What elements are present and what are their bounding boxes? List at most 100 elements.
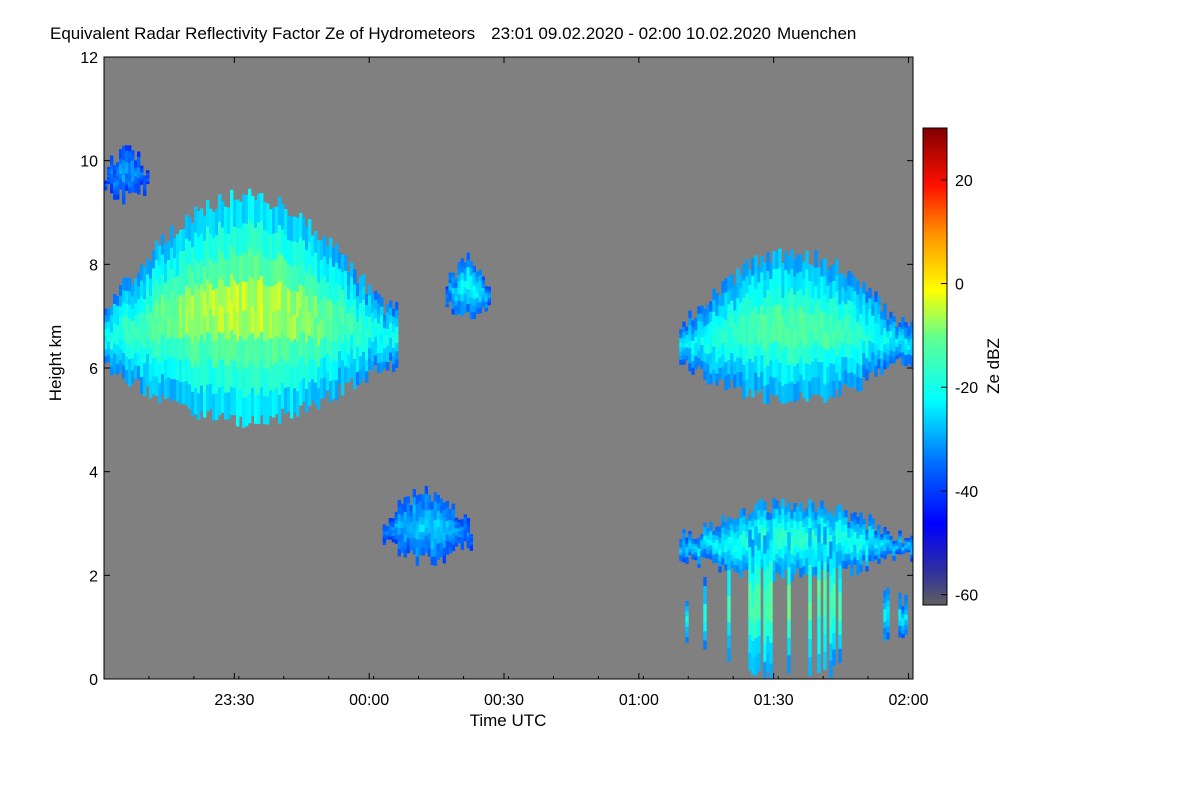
echo-cell bbox=[754, 526, 758, 546]
echo-cell bbox=[188, 216, 192, 242]
colorbar bbox=[922, 127, 948, 606]
echo-cell bbox=[311, 297, 315, 319]
echo-cell bbox=[697, 560, 701, 565]
echo-cell bbox=[257, 193, 261, 223]
echo-cell bbox=[350, 349, 354, 364]
echo-cell bbox=[484, 307, 488, 312]
echo-cell bbox=[170, 357, 174, 380]
echo-cell bbox=[146, 322, 150, 339]
echo-cell bbox=[697, 556, 701, 561]
echo-cell bbox=[763, 502, 767, 511]
echo-cell bbox=[865, 529, 869, 536]
echo-cell bbox=[155, 279, 159, 300]
echo-cell bbox=[206, 252, 210, 280]
echo-cell bbox=[176, 234, 180, 256]
echo-cell bbox=[134, 172, 138, 177]
echo-cell bbox=[448, 530, 453, 537]
echo-cell bbox=[454, 292, 458, 298]
echo-cell bbox=[245, 252, 249, 282]
echo-cell bbox=[727, 530, 731, 538]
echo-cell bbox=[388, 533, 393, 538]
echo-cell bbox=[793, 555, 797, 565]
echo-cell bbox=[389, 315, 393, 324]
echo-cell bbox=[868, 340, 872, 352]
echo-cell bbox=[164, 282, 168, 303]
echo-cell bbox=[424, 535, 429, 545]
echo-cell bbox=[239, 228, 243, 256]
echo-cell bbox=[826, 366, 830, 384]
echo-cell bbox=[424, 485, 429, 495]
echo-cell bbox=[436, 519, 441, 528]
echo-cell bbox=[883, 602, 887, 610]
echo-cell bbox=[799, 558, 803, 569]
echo-cell bbox=[188, 360, 192, 385]
echo-cell bbox=[200, 233, 204, 260]
echo-cell bbox=[835, 259, 839, 276]
echo-cell bbox=[445, 500, 450, 509]
echo-cell bbox=[487, 295, 491, 299]
echo-cell bbox=[766, 512, 770, 521]
echo-cell bbox=[475, 292, 479, 299]
echo-cell bbox=[706, 554, 710, 559]
echo-cell bbox=[389, 330, 393, 339]
echo-cell bbox=[146, 170, 150, 173]
echo-cell bbox=[119, 174, 123, 180]
echo-cell bbox=[149, 278, 153, 297]
echo-cell bbox=[439, 549, 444, 558]
echo-cell bbox=[218, 332, 222, 361]
echo-cell bbox=[356, 296, 360, 310]
echo-cell bbox=[799, 323, 803, 341]
echo-cell bbox=[796, 254, 800, 274]
echo-cell bbox=[760, 305, 764, 323]
echo-cell bbox=[757, 519, 761, 530]
echo-cell bbox=[125, 162, 129, 169]
echo-cell bbox=[838, 550, 842, 566]
echo-cell bbox=[125, 156, 129, 163]
echo-cell bbox=[823, 515, 827, 524]
echo-cell bbox=[742, 554, 746, 563]
echo-cell bbox=[403, 549, 408, 558]
echo-cell bbox=[847, 559, 851, 565]
echo-cell bbox=[775, 509, 779, 519]
echo-cell bbox=[463, 300, 467, 307]
echo-cell bbox=[886, 606, 890, 614]
echo-cell bbox=[251, 278, 255, 307]
echo-cell bbox=[110, 349, 114, 359]
echo-cell bbox=[466, 517, 471, 523]
echo-cell bbox=[736, 545, 740, 553]
echo-cell bbox=[703, 535, 707, 541]
echo-cell bbox=[754, 601, 758, 621]
echo-cell bbox=[155, 240, 159, 261]
echo-cell bbox=[445, 301, 449, 305]
echo-cell bbox=[817, 298, 821, 316]
echo-cell bbox=[724, 546, 728, 553]
echo-cell bbox=[844, 330, 848, 345]
echo-cell bbox=[757, 533, 761, 551]
echo-cell bbox=[727, 648, 731, 662]
echo-cell bbox=[140, 312, 144, 330]
echo-cell bbox=[712, 346, 716, 359]
echo-cell bbox=[110, 188, 114, 194]
echo-cell bbox=[895, 346, 899, 352]
echo-cell bbox=[754, 372, 758, 391]
echo-cell bbox=[847, 270, 851, 286]
echo-cell bbox=[122, 340, 126, 354]
echo-cell bbox=[460, 279, 464, 288]
echo-cell bbox=[245, 223, 249, 254]
echo-cell bbox=[353, 329, 357, 345]
echo-cell bbox=[724, 278, 728, 293]
echo-cell bbox=[910, 344, 913, 351]
echo-cell bbox=[146, 258, 150, 275]
echo-cell bbox=[218, 249, 222, 278]
echo-cell bbox=[158, 265, 162, 286]
echo-cell bbox=[116, 194, 120, 200]
echo-cell bbox=[245, 396, 249, 427]
echo-cell bbox=[850, 560, 854, 569]
echo-cell bbox=[448, 514, 453, 521]
echo-cell bbox=[137, 299, 141, 314]
echo-cell bbox=[703, 585, 707, 596]
echo-cell bbox=[272, 364, 276, 392]
echo-cell bbox=[781, 508, 785, 520]
echo-cell bbox=[787, 346, 791, 366]
echo-cell bbox=[805, 549, 809, 559]
